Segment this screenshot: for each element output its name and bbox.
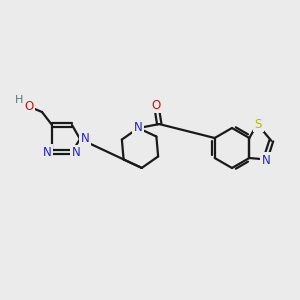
Text: N: N	[72, 146, 80, 160]
Text: O: O	[152, 99, 161, 112]
Text: H: H	[15, 95, 23, 105]
Text: O: O	[24, 100, 34, 112]
Text: N: N	[43, 146, 51, 158]
Text: S: S	[255, 118, 262, 130]
Text: N: N	[262, 154, 271, 167]
Text: N: N	[134, 121, 142, 134]
Text: N: N	[81, 133, 89, 146]
